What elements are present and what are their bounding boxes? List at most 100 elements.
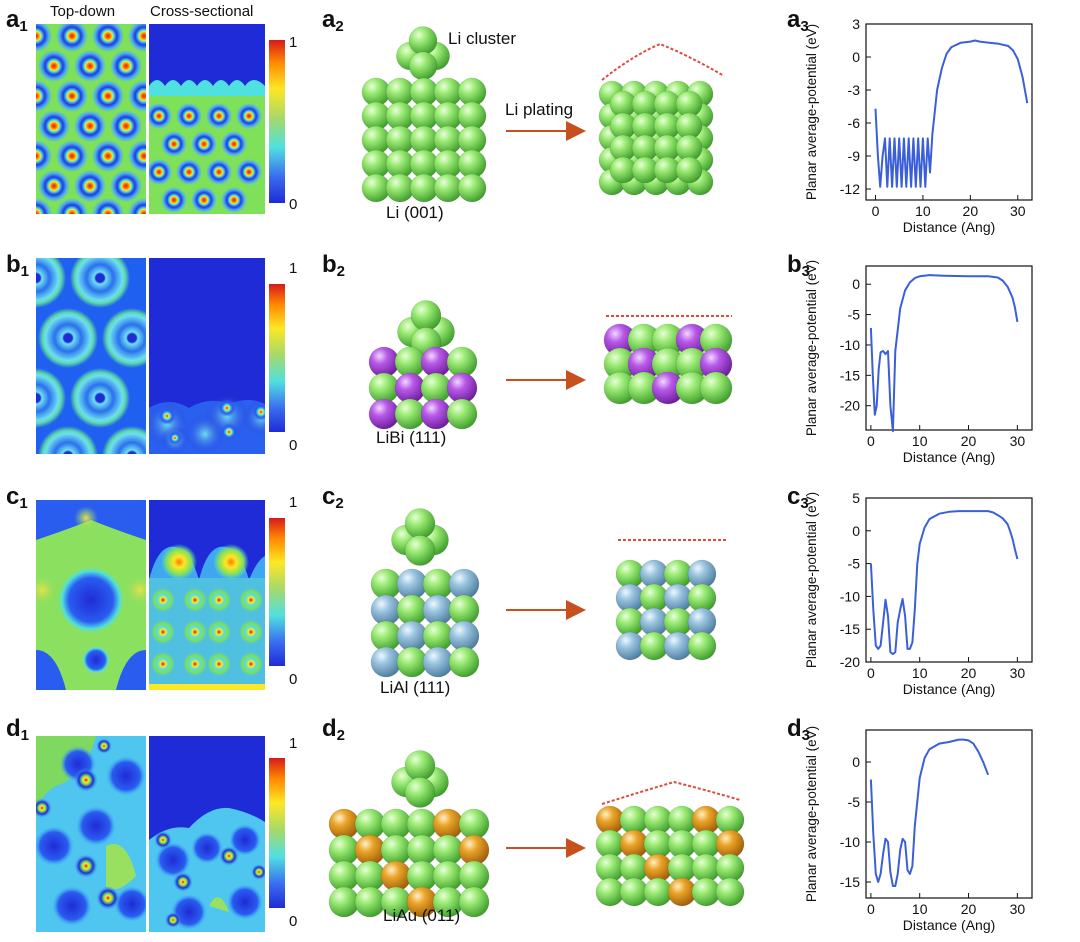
y-tick-label: -3 [848,82,861,98]
lial-substrate-atom [396,594,428,626]
y-tick-label: -5 [848,307,861,323]
atoms-layer [328,26,745,918]
li-cluster-atom [408,51,438,81]
lial-substrate-atom [422,620,454,652]
y-tick-label: 0 [852,754,860,770]
liau-substrate-atom [354,860,386,892]
panel-label-c1: c1 [6,483,28,512]
colorbar-c [269,518,285,666]
cross-section-map-d [149,736,265,932]
top-down-map-b [36,258,146,454]
panel-label-d3: d3 [787,715,811,744]
lial-substrate-atom [448,594,480,626]
liau-substrate-atom [328,808,360,840]
cross-section-map-c [149,500,265,690]
plated-lial-atom [687,631,717,661]
plot-frame [865,265,1033,431]
lial-substrate-atom [370,568,402,600]
y-tick-label: -6 [848,115,861,131]
y-tick-label: -5 [848,556,861,572]
potential-line [869,738,990,887]
libi-substrate-atom [394,346,426,378]
li-cluster-atom [404,750,436,781]
liau-substrate-atom [328,886,360,918]
x-tick-label: 10 [912,901,928,917]
colorbar-b [269,284,285,432]
panel-label-a3: a3 [787,6,809,35]
colorbar-d-min: 0 [289,913,298,930]
x-tick-label: 10 [915,203,931,219]
liau-substrate-atom [406,860,438,892]
lial-substrate-atom [448,646,480,678]
y-tick-label: -12 [840,181,860,197]
li-cluster-atom [404,777,436,808]
panel-label-a1: a1 [6,6,28,35]
colorbar-c-max: 1 [289,494,298,511]
substrate-label-b: LiBi (111) [376,428,447,447]
lial-substrate-atom [422,568,454,600]
liau-substrate-atom [432,860,464,892]
li-substrate-atom [457,173,487,203]
panel-label-d1: d1 [6,715,30,744]
li-cluster-atom [410,300,442,331]
x-axis-label: Distance (Ang) [903,219,996,235]
libi-substrate-atom [368,398,400,430]
plot-frame [865,729,1033,899]
top-down-map-c [36,500,146,690]
lial-substrate-atom [448,620,480,652]
liau-substrate-atom [354,808,386,840]
liau-substrate-atom [406,808,438,840]
colorbar-b-min: 0 [289,437,298,454]
libi-substrate-atom [420,372,452,404]
liau-substrate-atom [328,834,360,866]
colorbar-a [269,40,285,203]
potential-chart-d: 0 10 20 30 0 -5 -10 -15 Distance (Ang) Planar ave… [804,726,1033,933]
top-down-map-a [36,24,146,214]
lial-substrate-atom [448,568,480,600]
x-tick-label: 30 [1010,665,1026,681]
x-tick-label: 10 [912,665,928,681]
potential-line [869,510,1019,656]
panel-label-d2: d2 [322,715,346,744]
x-tick-label: 20 [961,901,977,917]
panel-label-c2: c2 [322,483,344,512]
liau-substrate-atom [328,860,360,892]
y-tick-label: -10 [840,834,860,850]
libi-substrate-atom [394,398,426,430]
lial-substrate-atom [422,594,454,626]
liau-substrate-atom [380,860,412,892]
y-tick-label: 0 [852,523,860,539]
top-down-header: Top-down [50,3,116,20]
top-down-map-c-graphic [36,500,146,690]
panel-label-a2: a2 [322,6,344,35]
cross-section-map-a [149,24,265,214]
lial-substrate-atom [396,568,428,600]
libi-substrate-atom [446,398,478,430]
panel-label-b1: b1 [6,251,30,280]
libi-substrate-atom [420,346,452,378]
x-tick-label: 30 [1010,901,1026,917]
top-down-map-a-graphic [36,24,146,214]
libi-substrate-atom [420,398,452,430]
liau-substrate-atom [458,808,490,840]
x-tick-label: 0 [867,901,875,917]
potential-chart-b: 0 10 20 30 0 -5 -10 -15 -20 Distance (Ang) Planar … [804,260,1033,465]
x-tick-label: 20 [961,665,977,681]
colorbar-a-max: 1 [289,34,298,51]
liau-substrate-atom [458,886,490,918]
substrate-label-a: Li (001) [386,203,444,222]
lial-substrate-atom [396,620,428,652]
substrate-label-c: LiAl (111) [380,678,451,697]
y-tick-label: -20 [840,654,860,670]
libi-substrate-atom [368,372,400,404]
x-tick-label: 10 [912,433,928,449]
surface-line-d [601,780,741,805]
x-tick-label: 30 [1010,203,1026,219]
y-tick-label: -5 [848,794,861,810]
colorbar-d-max: 1 [289,735,298,752]
plated-liau-atom [715,877,745,907]
liau-substrate-atom [354,834,386,866]
liau-substrate-atom [458,834,490,866]
y-axis-label: Planar average-potential (eV) [804,726,819,902]
potential-chart-c: 0 10 20 30 5 0 -5 -10 -15 -20 Distance (Ang) Planar… [804,490,1033,697]
